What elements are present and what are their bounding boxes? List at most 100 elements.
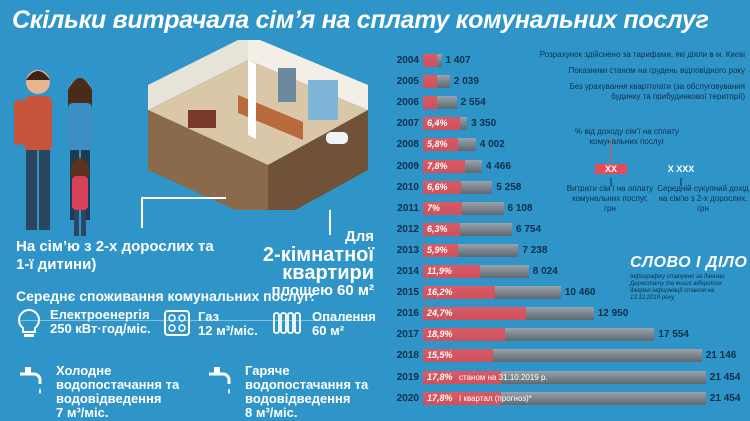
value-label: 1 407 <box>445 55 471 66</box>
util-value: 12 м³/міс. <box>198 323 258 338</box>
value-label: 21 454 <box>709 392 741 404</box>
pct-bar <box>423 349 493 363</box>
value-label: 10 460 <box>564 287 596 299</box>
legend-pct-label: % від доходу сім’ї на сплату комунальних… <box>575 127 679 146</box>
note-tariffs: Розрахунок здійснено за тарифами, які ді… <box>539 50 745 59</box>
pct-label: 7% <box>427 202 441 213</box>
flat-caption: Для 2-кімнатної квартири площею 60 м² <box>226 228 374 300</box>
pct-label: 6,6% <box>427 181 448 192</box>
pct-label: 7,8% <box>427 160 448 171</box>
util-name: Холодне водопостачання та водовідведення <box>56 363 180 406</box>
pct-bar <box>423 180 461 194</box>
year-note: станом на 31.10.2019 р. <box>459 372 548 382</box>
pct-bar <box>423 243 459 257</box>
value-label: 2 554 <box>460 97 486 109</box>
util-hot-water: Гаряче водопостачання та водовідведення … <box>205 364 380 420</box>
pct-bar <box>423 96 437 110</box>
flat-main: 2-кімнатної квартири <box>262 244 374 284</box>
year-label: 2008 <box>396 139 419 151</box>
note-december: Показники станом на грудень відповідного… <box>568 66 745 75</box>
page-title: Скільки витрачала сім’я на сплату комуна… <box>12 6 709 34</box>
note-no-rent: Без урахування квартплати (за обслуговув… <box>569 82 745 101</box>
value-label: 6 108 <box>507 202 533 214</box>
year-label: 2014 <box>396 266 419 277</box>
year-label: 2004 <box>396 55 419 66</box>
pct-bar <box>423 328 506 342</box>
util-cold-water: Холодне водопостачання та водовідведення… <box>16 364 196 420</box>
pct-bar <box>423 307 526 321</box>
value-label: 12 950 <box>597 308 629 320</box>
pct-label: 15,5% <box>427 350 453 361</box>
year-label: 2020 <box>396 392 419 404</box>
legend-expense: Витрати сім’ї на оплату комунальних посл… <box>566 184 654 213</box>
pct-bar <box>423 265 480 278</box>
util-name: Газ <box>198 309 220 324</box>
year-label: 2015 <box>396 287 419 299</box>
year-label: 2005 <box>396 76 419 88</box>
pct-bar <box>423 370 502 384</box>
year-label: 2017 <box>396 329 419 341</box>
util-name: Електроенергія <box>50 307 150 322</box>
year-label: 2012 <box>396 223 419 235</box>
consumption-divider <box>18 320 370 321</box>
pct-bar <box>423 201 463 215</box>
flat-prefix: Для <box>345 228 374 245</box>
left-panel: На сім’ю з 2-х дорослих та 1-ї дитини) Д… <box>0 40 385 421</box>
year-note: І квартал (прогноз)* <box>459 393 532 403</box>
value-label: 6 754 <box>516 223 542 235</box>
pct-bar <box>423 117 461 131</box>
value-label: 3 350 <box>471 118 497 130</box>
year-label: 2010 <box>396 181 419 193</box>
util-gas: Газ 12 м³/міс. <box>164 310 258 338</box>
value-label: 17 554 <box>658 329 689 341</box>
pct-bar <box>423 286 496 300</box>
family-illustration <box>14 70 92 236</box>
pct-label: 24,7% <box>427 308 453 319</box>
pct-bar <box>423 391 502 405</box>
gas-stove-icon <box>164 310 190 336</box>
year-label: 2016 <box>396 308 419 320</box>
legend-income: Середній сукупний дохід на сім’ю з 2-х д… <box>657 184 749 213</box>
util-value: 7 м³/міс. <box>56 405 109 420</box>
util-electricity: Електроенергія 250 кВт·год/міс. <box>16 308 151 340</box>
pct-bar <box>423 54 437 67</box>
pct-label: 11,9% <box>427 266 452 276</box>
value-label: 4 002 <box>479 139 505 151</box>
legend-xxx: X XXX <box>667 164 695 174</box>
pct-label: 17,8% <box>427 371 453 382</box>
pct-bar <box>423 222 460 236</box>
year-label: 2013 <box>396 244 419 256</box>
caption-connector-lines <box>141 197 331 235</box>
legend-pct: % від доходу сім’ї на сплату комунальних… <box>567 127 687 147</box>
expense-chart: Розрахунок здійснено за тарифами, які ді… <box>385 40 750 421</box>
pct-label: 17,8% <box>427 392 453 403</box>
value-label: 7 238 <box>522 244 548 256</box>
year-label: 2009 <box>396 160 419 172</box>
brand-source-note: Інфографіку створено за даними Держстату… <box>630 274 725 301</box>
pct-label: 16,2% <box>427 287 453 298</box>
year-label: 2007 <box>396 118 419 130</box>
cold-tap-icon <box>20 367 42 394</box>
util-value: 60 м² <box>312 323 345 338</box>
flat-area: площею 60 м² <box>271 282 374 299</box>
util-heating: Опалення 60 м² <box>272 310 376 338</box>
value-label: 21 146 <box>705 350 737 362</box>
lightbulb-icon <box>18 308 40 337</box>
pct-bar <box>423 138 458 152</box>
pct-label: 6,4% <box>427 118 448 129</box>
pct-label: 18,9% <box>427 329 453 340</box>
pct-label: 5,8% <box>427 139 448 150</box>
radiator-icon <box>273 312 301 334</box>
value-label: 8 024 <box>532 266 558 277</box>
year-label: 2011 <box>397 202 419 214</box>
brand-logo: СЛОВО І ДІЛО <box>630 254 748 271</box>
legend-connector-lines <box>610 138 682 186</box>
util-value: 250 кВт·год/міс. <box>50 321 151 336</box>
year-label: 2018 <box>396 350 419 362</box>
family-caption: На сім’ю з 2-х дорослих та 1-ї дитини) <box>16 238 214 273</box>
util-name: Гаряче водопостачання та водовідведення <box>245 363 369 406</box>
pct-label: 6,3% <box>427 223 448 234</box>
pct-bar <box>423 159 466 173</box>
apartment-illustration <box>148 40 368 210</box>
